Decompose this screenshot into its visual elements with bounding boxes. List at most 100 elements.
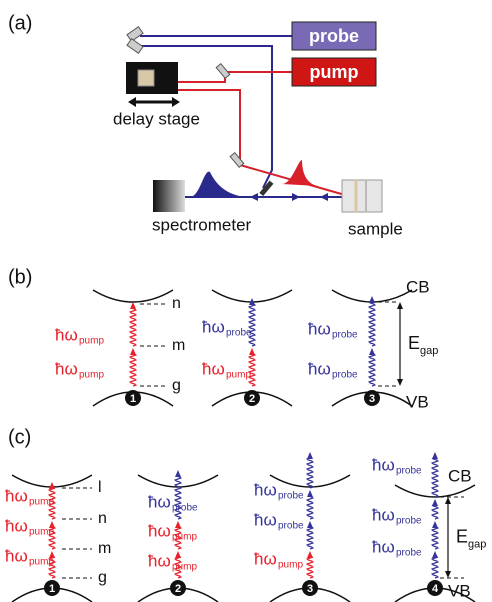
- step-number: 3: [369, 393, 375, 405]
- arrowhead: [49, 551, 55, 558]
- pump-label: pump: [310, 62, 359, 82]
- photon-symbol: ħω: [202, 317, 225, 336]
- sample-label: sample: [348, 219, 403, 238]
- photon-subscript: probe: [396, 466, 422, 477]
- level-label: m: [98, 540, 111, 557]
- level-label: l: [98, 479, 102, 496]
- step-marker: [364, 390, 380, 406]
- vb-label: VB: [448, 581, 471, 600]
- photon-symbol: ħω: [372, 537, 395, 556]
- step-marker: [125, 390, 141, 406]
- photon-symbol: ħω: [308, 319, 331, 338]
- photon-symbol: ħω: [5, 546, 28, 565]
- mirror: [126, 26, 144, 42]
- photon-arrow: [305, 495, 315, 520]
- arrowhead: [307, 551, 313, 558]
- photon-arrow: [173, 475, 183, 520]
- conduction-band: [269, 474, 351, 488]
- step-marker: [44, 580, 60, 596]
- step-marker: [427, 580, 443, 596]
- probe-label: probe: [309, 26, 359, 46]
- cb-label: CB: [448, 466, 472, 485]
- panel-label: (c): [8, 426, 31, 448]
- photon-arrow: [247, 353, 257, 387]
- gap-subscript: gap: [468, 538, 486, 550]
- level-label: n: [172, 295, 181, 312]
- beam-splitter: [259, 180, 274, 197]
- level-label: n: [98, 510, 107, 527]
- photon-symbol: ħω: [372, 505, 395, 524]
- photon-arrow: [173, 526, 183, 550]
- probe-box: [291, 21, 377, 51]
- arrowhead: [175, 551, 181, 558]
- photon-subscript: probe: [226, 328, 252, 339]
- step-marker: [170, 580, 186, 596]
- spectrometer-label: spectrometer: [152, 215, 252, 234]
- photon-arrow: [430, 526, 440, 550]
- mirror: [229, 152, 245, 168]
- photon-subscript: probe: [278, 521, 304, 532]
- photon-subscript: pump: [29, 557, 54, 568]
- photon-arrow: [430, 556, 440, 579]
- photon-subscript: probe: [172, 503, 198, 514]
- photon-subscript: probe: [332, 330, 358, 341]
- arrowhead: [175, 521, 181, 528]
- photon-symbol: ħω: [55, 325, 78, 344]
- arrowhead: [432, 452, 438, 459]
- photon-arrow: [305, 556, 315, 579]
- mirror: [215, 63, 231, 79]
- level-label: g: [98, 569, 107, 586]
- pump-beam: [175, 89, 346, 196]
- photon-arrow: [247, 303, 257, 347]
- panel-label: (b): [8, 266, 32, 288]
- photon-symbol: ħω: [148, 492, 171, 511]
- arrowhead: [307, 452, 313, 459]
- photon-symbol: ħω: [254, 549, 277, 568]
- step-number: 4: [432, 583, 439, 595]
- arrowhead: [49, 482, 55, 489]
- arrowhead: [175, 470, 181, 477]
- pump-beam: [175, 71, 292, 83]
- photon-symbol: ħω: [55, 359, 78, 378]
- photon-subscript: pump: [172, 562, 197, 573]
- photon-subscript: pump: [79, 370, 104, 381]
- gap-symbol: E: [408, 333, 420, 353]
- spectrometer: [153, 180, 185, 212]
- photon-arrow: [305, 457, 315, 489]
- arrowhead: [307, 490, 313, 497]
- gap-symbol: E: [456, 526, 468, 546]
- photon-subscript: pump: [278, 560, 303, 571]
- photon-symbol: ħω: [5, 516, 28, 535]
- arrowhead: [369, 348, 375, 355]
- photon-arrow: [430, 457, 440, 498]
- photon-symbol: ħω: [254, 510, 277, 529]
- photon-arrow: [128, 307, 138, 347]
- photon-subscript: pump: [29, 527, 54, 538]
- photon-symbol: ħω: [372, 455, 395, 474]
- pump-box: [291, 57, 377, 87]
- photon-symbol: ħω: [308, 359, 331, 378]
- sample: [341, 179, 383, 213]
- vb-label: VB: [406, 392, 429, 411]
- mirror: [126, 38, 144, 54]
- step-number: 1: [130, 393, 136, 405]
- photon-arrow: [367, 301, 377, 347]
- photon-subscript: pump: [172, 532, 197, 543]
- arrowhead: [130, 348, 136, 355]
- photon-symbol: ħω: [202, 359, 225, 378]
- photon-subscript: pump: [226, 370, 251, 381]
- panel-label: (a): [8, 12, 32, 34]
- photon-arrow: [430, 504, 440, 520]
- photon-subscript: probe: [278, 491, 304, 502]
- arrowhead: [249, 298, 255, 305]
- photon-arrow: [47, 556, 57, 579]
- step-marker: [244, 390, 260, 406]
- probe-spectrum: [190, 171, 245, 197]
- photon-subscript: pump: [29, 497, 54, 508]
- arrowhead: [130, 302, 136, 309]
- level-label: g: [172, 377, 181, 394]
- photon-arrow: [305, 526, 315, 550]
- photon-subscript: probe: [332, 370, 358, 381]
- step-number: 3: [307, 583, 313, 595]
